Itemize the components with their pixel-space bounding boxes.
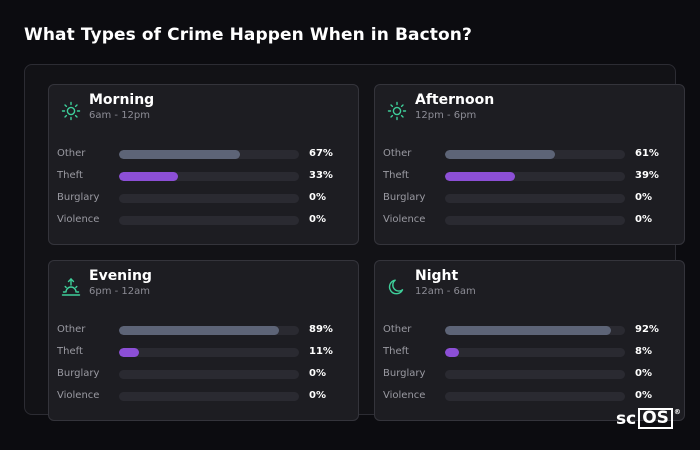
crime-row-burglary: Burglary 0% bbox=[49, 191, 360, 205]
row-percent: 11% bbox=[309, 346, 333, 357]
row-label: Violence bbox=[383, 214, 426, 225]
time-card-morning: Morning 6am - 12pm Other 67% Theft 33% B… bbox=[48, 84, 359, 245]
crime-row-theft: Theft 11% bbox=[49, 345, 360, 359]
sunset-icon bbox=[61, 277, 81, 297]
row-label: Other bbox=[57, 148, 86, 159]
row-percent: 67% bbox=[309, 148, 333, 159]
logo-registered-mark: ® bbox=[673, 408, 681, 416]
bar-track bbox=[445, 348, 625, 357]
card-subtitle: 12am - 6am bbox=[415, 286, 476, 297]
row-label: Burglary bbox=[383, 192, 426, 203]
row-percent: 0% bbox=[309, 390, 326, 401]
scos-logo: sc OS ® bbox=[616, 408, 681, 430]
crime-row-theft: Theft 33% bbox=[49, 169, 360, 183]
bar-track bbox=[119, 172, 299, 181]
bar-fill bbox=[445, 348, 460, 357]
bar-track bbox=[445, 194, 625, 203]
card-title: Afternoon bbox=[415, 92, 495, 108]
bar-track bbox=[119, 216, 299, 225]
crime-row-burglary: Burglary 0% bbox=[375, 367, 686, 381]
bar-fill bbox=[119, 348, 139, 357]
bar-track bbox=[119, 348, 299, 357]
time-card-evening: Evening 6pm - 12am Other 89% Theft 11% B… bbox=[48, 260, 359, 421]
row-label: Theft bbox=[383, 346, 409, 357]
row-label: Burglary bbox=[57, 192, 100, 203]
bar-fill bbox=[445, 150, 555, 159]
bar-fill bbox=[445, 326, 611, 335]
crime-row-other: Other 89% bbox=[49, 323, 360, 337]
time-card-night: Night 12am - 6am Other 92% Theft 8% Burg… bbox=[374, 260, 685, 421]
row-label: Other bbox=[383, 148, 412, 159]
card-title: Evening bbox=[89, 268, 152, 284]
row-label: Theft bbox=[57, 170, 83, 181]
row-percent: 0% bbox=[309, 214, 326, 225]
card-subtitle: 12pm - 6pm bbox=[415, 110, 477, 121]
bar-track bbox=[445, 392, 625, 401]
crime-row-violence: Violence 0% bbox=[49, 213, 360, 227]
card-title: Morning bbox=[89, 92, 155, 108]
moon-icon bbox=[387, 277, 407, 297]
row-percent: 0% bbox=[309, 192, 326, 203]
row-percent: 0% bbox=[635, 192, 652, 203]
crime-row-burglary: Burglary 0% bbox=[49, 367, 360, 381]
bar-fill bbox=[119, 150, 240, 159]
sun-icon bbox=[387, 101, 407, 121]
row-label: Theft bbox=[57, 346, 83, 357]
row-percent: 89% bbox=[309, 324, 333, 335]
row-percent: 0% bbox=[635, 390, 652, 401]
row-label: Other bbox=[383, 324, 412, 335]
bar-track bbox=[119, 370, 299, 379]
bar-track bbox=[119, 326, 299, 335]
bar-track bbox=[119, 150, 299, 159]
crime-row-other: Other 67% bbox=[49, 147, 360, 161]
bar-track bbox=[445, 370, 625, 379]
crime-row-violence: Violence 0% bbox=[49, 389, 360, 403]
bar-track bbox=[445, 216, 625, 225]
row-label: Burglary bbox=[57, 368, 100, 379]
row-percent: 39% bbox=[635, 170, 659, 181]
row-percent: 0% bbox=[635, 214, 652, 225]
row-label: Violence bbox=[57, 214, 100, 225]
row-label: Violence bbox=[57, 390, 100, 401]
row-percent: 0% bbox=[635, 368, 652, 379]
bar-fill bbox=[119, 172, 179, 181]
row-label: Theft bbox=[383, 170, 409, 181]
crime-row-violence: Violence 0% bbox=[375, 213, 686, 227]
time-card-afternoon: Afternoon 12pm - 6pm Other 61% Theft 39%… bbox=[374, 84, 685, 245]
crime-row-burglary: Burglary 0% bbox=[375, 191, 686, 205]
row-percent: 0% bbox=[309, 368, 326, 379]
logo-os: OS bbox=[638, 408, 673, 429]
crime-row-other: Other 61% bbox=[375, 147, 686, 161]
crime-row-other: Other 92% bbox=[375, 323, 686, 337]
page-title: What Types of Crime Happen When in Bacto… bbox=[24, 25, 472, 45]
card-subtitle: 6am - 12pm bbox=[89, 110, 151, 121]
sun-icon bbox=[61, 101, 81, 121]
row-percent: 8% bbox=[635, 346, 652, 357]
bar-track bbox=[119, 392, 299, 401]
row-label: Burglary bbox=[383, 368, 426, 379]
row-percent: 61% bbox=[635, 148, 659, 159]
row-percent: 92% bbox=[635, 324, 659, 335]
bar-track bbox=[119, 194, 299, 203]
logo-sc: sc bbox=[616, 409, 637, 429]
bar-fill bbox=[445, 172, 516, 181]
crime-row-violence: Violence 0% bbox=[375, 389, 686, 403]
bar-track bbox=[445, 172, 625, 181]
crime-row-theft: Theft 8% bbox=[375, 345, 686, 359]
card-title: Night bbox=[415, 268, 459, 284]
row-label: Other bbox=[57, 324, 86, 335]
bar-track bbox=[445, 150, 625, 159]
row-label: Violence bbox=[383, 390, 426, 401]
crime-row-theft: Theft 39% bbox=[375, 169, 686, 183]
card-subtitle: 6pm - 12am bbox=[89, 286, 151, 297]
bar-track bbox=[445, 326, 625, 335]
bar-fill bbox=[119, 326, 280, 335]
row-percent: 33% bbox=[309, 170, 333, 181]
